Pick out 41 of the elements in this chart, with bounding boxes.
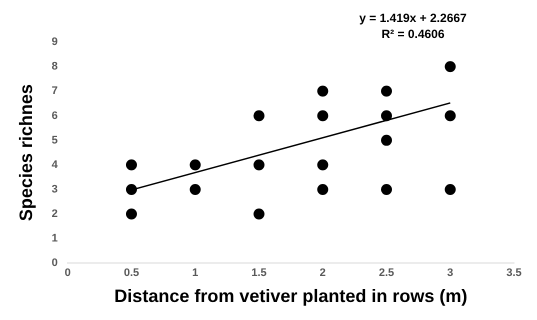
x-tick-label: 1.5 [251,266,267,279]
y-tick-label: 0 [52,257,58,270]
y-tick-label: 7 [52,85,58,98]
point [444,110,456,122]
y-axis-title: Species richnes [16,84,36,222]
point [126,184,137,195]
y-tick-label: 3 [52,184,58,196]
y-tick-label: 6 [52,110,58,122]
point [317,86,328,97]
point [444,184,456,195]
point [126,208,137,220]
point [380,184,392,195]
point [253,110,264,122]
x-tick-label: 0 [64,266,71,279]
point [317,110,328,122]
x-tick-label: 1 [192,266,198,279]
point [190,184,201,195]
y-tick-label: 8 [52,60,58,73]
x-tick-label: 2 [320,266,326,279]
y-tick-label: 2 [52,208,58,220]
point [317,184,328,195]
text: R² = 0.4606 [381,27,445,41]
x-tick-label: 3.5 [506,266,522,279]
point [444,61,456,72]
point [317,159,328,170]
y-tick-label: 1 [52,232,58,245]
y-tick-label: 4 [52,158,59,171]
point [253,208,264,220]
point [190,159,201,170]
text: y = 1.419x + 2.2667 [359,11,468,25]
x-tick-label: 2.5 [378,266,394,279]
y-tick-label: 5 [52,134,58,146]
point [380,110,392,122]
x-axis-title: Distance from vetiver planted in rows (m) [114,286,468,306]
point [380,134,392,146]
x-tick-label: 0.5 [124,266,140,279]
y-tick-label: 9 [52,36,58,48]
point [253,159,264,170]
x-tick-label: 3 [447,266,454,279]
point [126,159,137,170]
point [380,86,392,97]
